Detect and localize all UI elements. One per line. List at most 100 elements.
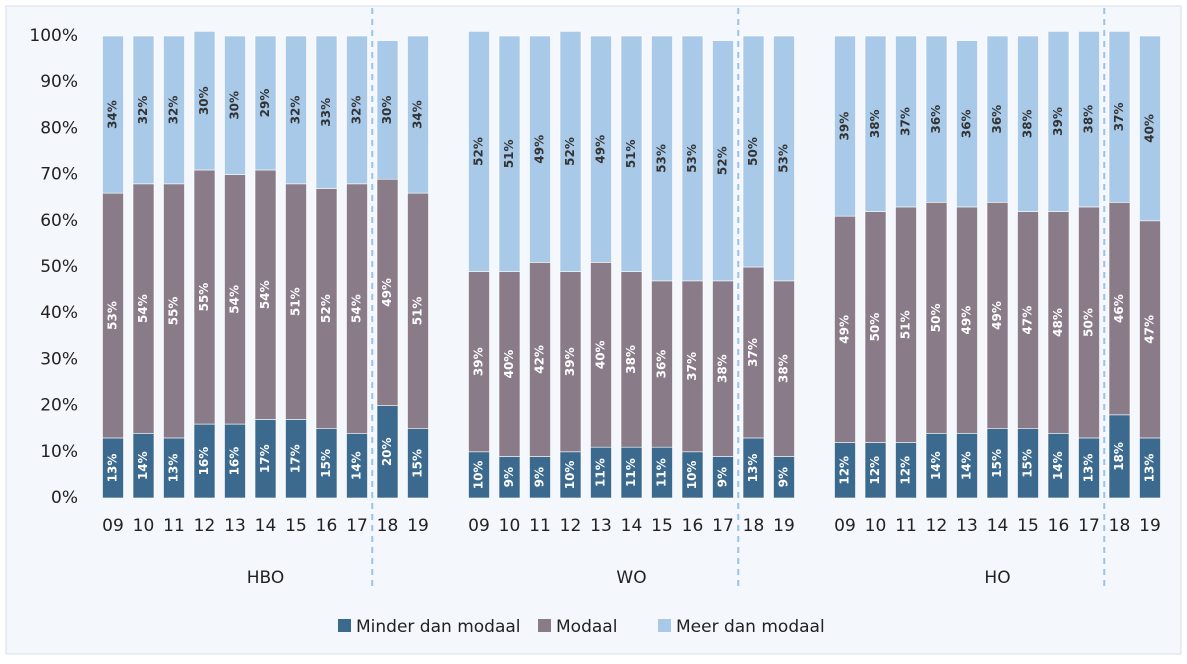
data-label: 33% — [319, 98, 333, 127]
data-label: 12% — [899, 456, 913, 485]
data-label: 51% — [502, 139, 516, 168]
y-tick-label: 10% — [40, 442, 78, 462]
data-label: 55% — [167, 297, 181, 326]
x-tick-label: 11 — [529, 516, 551, 536]
x-tick-label: 12 — [926, 516, 948, 536]
legend-label: Meer dan modaal — [676, 617, 825, 637]
data-label: 13% — [1143, 454, 1157, 483]
data-label: 40% — [502, 350, 516, 379]
data-label: 11% — [594, 458, 608, 487]
data-label: 37% — [1112, 102, 1126, 131]
data-label: 49% — [594, 135, 608, 164]
data-label: 38% — [624, 345, 638, 374]
data-label: 36% — [960, 109, 974, 138]
data-label: 38% — [716, 354, 730, 383]
data-label: 51% — [411, 297, 425, 326]
x-tick-label: 16 — [1048, 516, 1070, 536]
data-label: 32% — [167, 96, 181, 125]
data-label: 39% — [472, 347, 486, 376]
data-label: 40% — [1143, 114, 1157, 143]
bar-segment — [1078, 31, 1100, 208]
legend-label: Modaal — [556, 617, 617, 637]
data-label: 9% — [533, 467, 547, 487]
x-tick-label: 14 — [987, 516, 1009, 536]
data-label: 9% — [502, 467, 516, 487]
data-label: 53% — [655, 144, 669, 173]
x-tick-label: 17 — [712, 516, 734, 536]
data-label: 14% — [960, 451, 974, 480]
x-tick-label: 12 — [194, 516, 216, 536]
data-label: 42% — [533, 345, 547, 374]
bar-segment — [1108, 31, 1131, 203]
data-label: 32% — [350, 96, 364, 125]
x-tick-label: 14 — [621, 516, 643, 536]
data-label: 51% — [624, 139, 638, 168]
x-tick-label: 09 — [834, 516, 856, 536]
bar-segment — [986, 35, 1009, 203]
legend-label: Minder dan modaal — [356, 617, 521, 637]
y-tick-label: 40% — [40, 303, 78, 323]
data-label: 50% — [746, 137, 760, 166]
data-label: 39% — [838, 112, 852, 141]
data-label: 14% — [929, 451, 943, 480]
y-tick-label: 90% — [40, 72, 78, 92]
y-tick-label: 30% — [40, 349, 78, 369]
legend-swatch — [658, 619, 671, 632]
x-tick-label: 19 — [773, 516, 795, 536]
x-tick-label: 13 — [590, 516, 612, 536]
bar-segment — [193, 31, 216, 171]
bar-segment — [1139, 35, 1161, 222]
data-label: 40% — [594, 340, 608, 369]
bar-segment — [163, 35, 185, 185]
data-label: 9% — [777, 467, 791, 487]
data-label: 52% — [472, 137, 486, 166]
data-label: 34% — [106, 100, 120, 129]
bar-segment — [498, 35, 521, 272]
group-label: WO — [616, 568, 646, 588]
x-tick-label: 17 — [1078, 516, 1100, 536]
data-label: 50% — [1082, 308, 1096, 337]
bar-segment — [1047, 31, 1070, 212]
data-label: 29% — [258, 89, 272, 118]
data-label: 38% — [777, 354, 791, 383]
data-label: 54% — [350, 294, 364, 323]
bar-segment — [712, 40, 734, 282]
data-label: 53% — [106, 301, 120, 330]
data-label: 48% — [1051, 308, 1065, 337]
x-tick-label: 11 — [895, 516, 917, 536]
bar-segment — [956, 40, 978, 208]
bar-segment — [376, 40, 399, 180]
data-label: 32% — [136, 96, 150, 125]
data-label: 16% — [197, 447, 211, 476]
data-label: 52% — [319, 294, 333, 323]
data-label: 55% — [197, 283, 211, 312]
data-label: 47% — [1143, 315, 1157, 344]
data-label: 49% — [380, 278, 394, 307]
bar-segment — [834, 35, 856, 217]
data-label: 10% — [472, 461, 486, 490]
x-tick-label: 09 — [468, 516, 490, 536]
data-label: 38% — [1082, 105, 1096, 134]
x-tick-label: 18 — [377, 516, 399, 536]
bar-segment — [224, 35, 246, 175]
bar-segment — [254, 35, 277, 171]
data-label: 54% — [258, 280, 272, 309]
data-label: 51% — [899, 310, 913, 339]
data-label: 34% — [411, 100, 425, 129]
data-label: 14% — [1051, 451, 1065, 480]
data-label: 16% — [228, 447, 242, 476]
data-label: 18% — [1112, 442, 1126, 471]
bar-segment — [620, 35, 643, 272]
y-tick-label: 0% — [51, 488, 78, 508]
bar-segment — [773, 35, 795, 282]
data-label: 32% — [289, 96, 303, 125]
x-tick-label: 10 — [499, 516, 521, 536]
data-label: 50% — [929, 303, 943, 332]
data-label: 37% — [899, 107, 913, 136]
data-label: 15% — [1021, 449, 1035, 478]
bar-segment — [1017, 35, 1039, 212]
data-label: 30% — [197, 86, 211, 115]
bar-segment — [559, 31, 582, 272]
data-label: 53% — [685, 144, 699, 173]
data-label: 49% — [990, 301, 1004, 330]
